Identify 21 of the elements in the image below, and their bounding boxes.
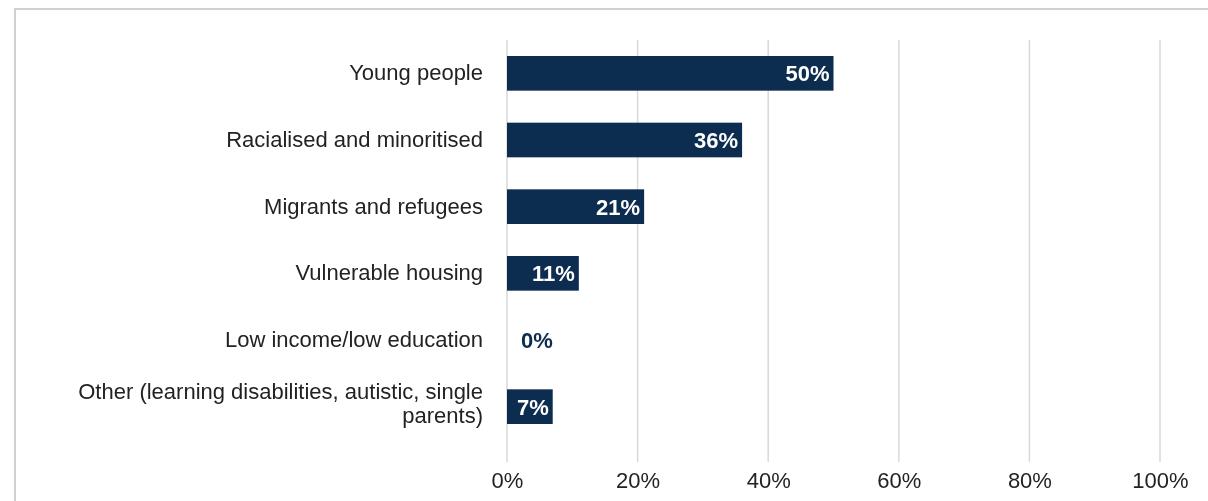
x-tick-label: 80% <box>1007 467 1052 493</box>
y-tick-label: Young people <box>349 60 483 86</box>
bar <box>507 189 645 224</box>
data-label: 7% <box>516 394 549 420</box>
x-tick-label: 60% <box>877 467 922 493</box>
data-label: 11% <box>532 261 575 287</box>
x-tick-label: 0% <box>491 467 524 493</box>
y-tick-label: Vulnerable housing <box>295 260 483 286</box>
bar <box>507 122 743 158</box>
y-tick-label: Low income/low education <box>224 327 483 353</box>
x-tick-label: 100% <box>1132 467 1189 493</box>
x-tick-label: 20% <box>616 467 661 493</box>
data-label: 36% <box>694 127 739 153</box>
y-tick-label: Other (learning disabilities, autistic, single parents) <box>78 378 483 429</box>
bar <box>507 56 834 91</box>
y-tick-label: Racialised and minoritised <box>226 127 483 153</box>
data-label: 0% <box>521 327 553 353</box>
x-tick-label: 40% <box>746 467 791 493</box>
data-label: 50% <box>785 61 830 87</box>
data-label: 21% <box>596 194 641 220</box>
y-tick-label: Migrants and refugees <box>264 193 483 219</box>
